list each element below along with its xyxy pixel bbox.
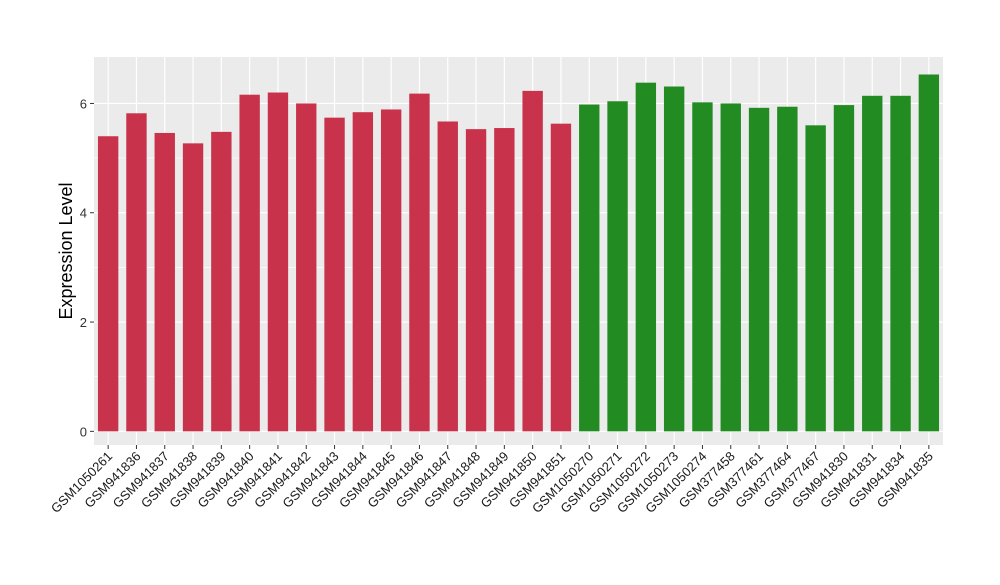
bar xyxy=(692,102,713,432)
bar xyxy=(154,132,175,432)
bar xyxy=(296,103,317,432)
bar xyxy=(324,117,345,432)
bar xyxy=(494,128,515,432)
bar xyxy=(805,125,826,432)
y-tick-label: 2 xyxy=(80,315,87,330)
bar xyxy=(126,113,147,432)
bar xyxy=(607,101,628,432)
x-axis: GSM1050261GSM941836GSM941837GSM941838GSM… xyxy=(48,445,936,516)
bar xyxy=(748,107,770,432)
bar xyxy=(890,95,911,432)
bar xyxy=(97,136,119,432)
bar xyxy=(635,82,657,432)
bar xyxy=(833,105,855,432)
bar xyxy=(182,143,204,432)
bar xyxy=(777,106,798,432)
plot-panel xyxy=(94,57,943,445)
bar xyxy=(862,95,883,432)
y-axis: 0 2 4 6 xyxy=(80,96,94,439)
bar xyxy=(380,109,402,432)
y-tick-label: 0 xyxy=(80,424,87,439)
bar xyxy=(918,74,940,432)
bar xyxy=(465,129,487,432)
bar xyxy=(522,90,543,432)
y-axis-label: Expression Level xyxy=(56,182,76,319)
bars xyxy=(97,74,940,432)
bar xyxy=(239,94,260,432)
y-tick-label: 4 xyxy=(80,206,87,221)
bar xyxy=(267,92,289,432)
bar xyxy=(437,121,458,432)
bar xyxy=(352,112,374,432)
bar xyxy=(720,103,741,432)
minor-gridlines xyxy=(94,157,943,377)
bar xyxy=(579,104,600,432)
bar xyxy=(211,131,232,432)
y-tick-label: 6 xyxy=(80,96,87,111)
bar xyxy=(409,93,430,432)
bar xyxy=(663,86,685,432)
bar xyxy=(550,123,572,432)
